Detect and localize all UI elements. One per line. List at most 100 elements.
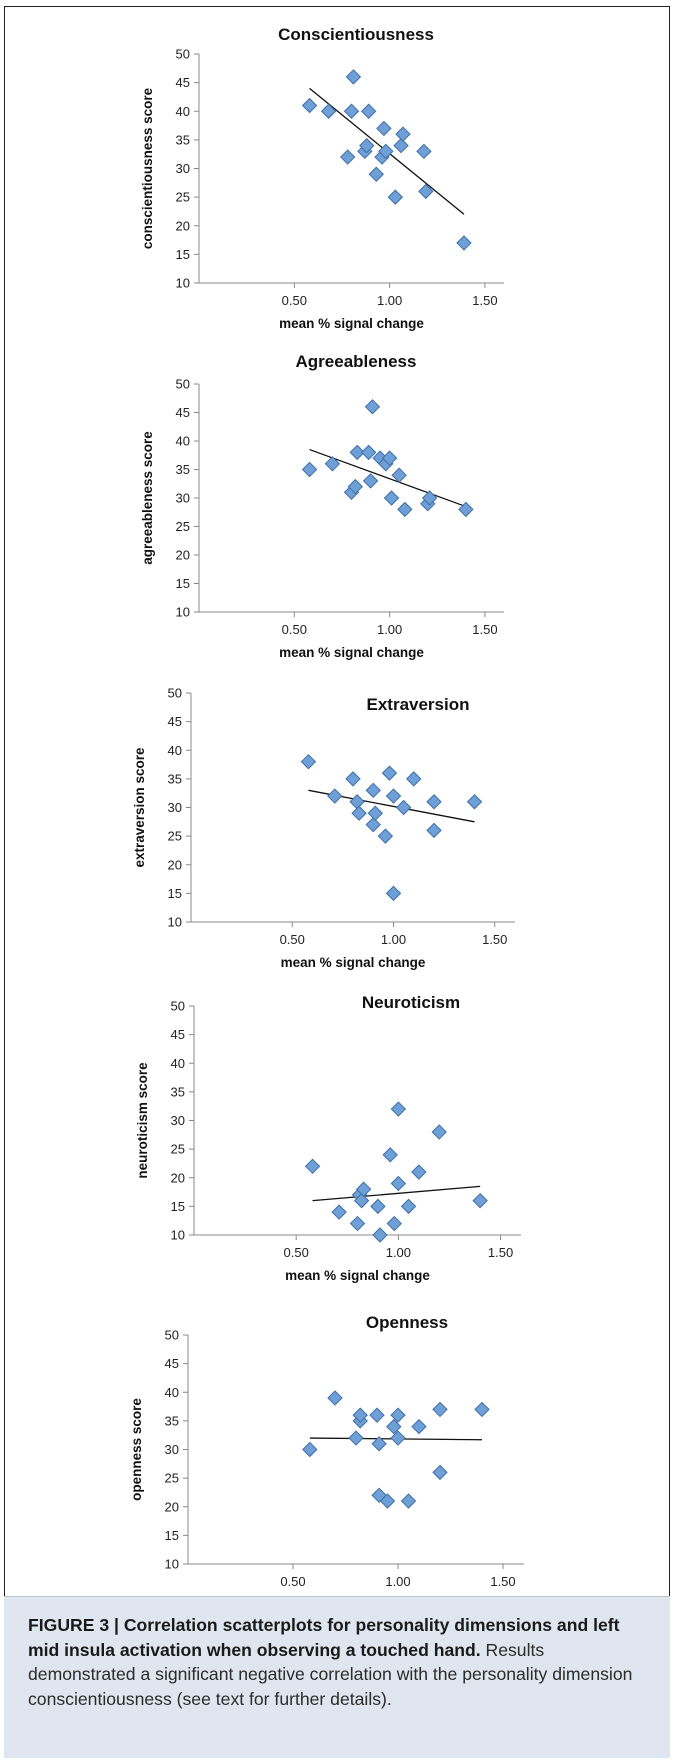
- data-point: [302, 1441, 318, 1458]
- y-tick-label: 50: [168, 686, 182, 701]
- y-tick-label: 50: [171, 999, 185, 1014]
- data-point: [352, 1407, 368, 1423]
- data-point: [381, 765, 398, 781]
- data-point: [381, 450, 398, 466]
- y-tick-label: 25: [176, 519, 190, 534]
- x-tick-label: 1.00: [385, 1574, 410, 1589]
- trendline: [312, 1185, 481, 1202]
- x-tick-label: 0.50: [282, 293, 307, 308]
- y-tick-label: 20: [171, 1170, 185, 1185]
- data-point: [359, 137, 375, 154]
- data-point: [345, 69, 362, 85]
- y-tick-label: 50: [176, 377, 190, 392]
- data-point: [382, 1147, 398, 1163]
- data-point: [416, 143, 432, 160]
- data-point: [320, 103, 337, 119]
- data-point: [349, 794, 365, 810]
- data-point: [456, 235, 472, 251]
- data-point: [360, 103, 377, 119]
- y-axis-label: conscientiousness score: [140, 87, 155, 249]
- y-tick-label: 30: [168, 800, 182, 815]
- data-point: [472, 1192, 488, 1209]
- data-point: [387, 189, 404, 205]
- data-point: [327, 1390, 343, 1406]
- y-tick-label: 35: [168, 771, 182, 786]
- data-point: [349, 1215, 366, 1232]
- data-point: [466, 794, 483, 810]
- y-tick-label: 35: [176, 462, 190, 477]
- data-point: [339, 149, 356, 165]
- figure-caption-box: FIGURE 3 | Correlation scatterplots for …: [4, 1596, 670, 1758]
- data-point: [349, 444, 365, 461]
- data-point: [421, 490, 438, 506]
- data-point: [367, 805, 383, 821]
- y-tick-label: 30: [165, 1442, 179, 1457]
- x-axis-label: mean % signal change: [285, 1268, 430, 1283]
- y-axis-label: openness score: [129, 1398, 144, 1501]
- y-tick-label: 15: [165, 1528, 179, 1543]
- data-point: [378, 143, 394, 160]
- y-tick-label: 35: [165, 1413, 179, 1428]
- x-tick-label: 1.00: [377, 293, 402, 308]
- y-tick-label: 25: [165, 1471, 179, 1486]
- data-point: [301, 461, 318, 478]
- data-point: [426, 794, 442, 810]
- y-tick-label: 40: [176, 104, 190, 119]
- data-point: [390, 1407, 406, 1423]
- y-tick-label: 45: [176, 405, 190, 420]
- data-point: [393, 137, 409, 154]
- conscientiousness-chart: 10 15 20 25 30 35 40 45 50 0.50 1.00 1.50 Conscienti…: [140, 25, 504, 331]
- y-tick-label: 50: [165, 1328, 179, 1343]
- data-point: [372, 1227, 388, 1243]
- y-tick-label: 15: [176, 576, 190, 591]
- y-tick-label: 20: [168, 857, 182, 872]
- x-axis-label: mean % signal change: [281, 955, 426, 970]
- chart-title: Openness: [366, 1313, 448, 1332]
- data-point: [432, 1401, 448, 1418]
- data-point: [400, 1198, 417, 1215]
- neuroticism-chart: 10 15 20 25 30 35 40 45 50 0.50 1.00 1.50 Neuroticis…: [135, 993, 521, 1283]
- data-point: [418, 183, 434, 200]
- x-tick-label: 1.50: [472, 622, 497, 637]
- x-tick-label: 0.50: [284, 1245, 309, 1260]
- data-point: [331, 1204, 347, 1220]
- data-point: [347, 478, 364, 495]
- data-point: [351, 805, 367, 821]
- chart-title: Neuroticism: [362, 993, 460, 1012]
- x-tick-label: 1.50: [490, 1574, 515, 1589]
- y-tick-label: 40: [171, 1056, 185, 1071]
- data-point: [353, 1192, 370, 1209]
- agreeableness-chart: 10 15 20 25 30 35 40 45 50 0.50 1.00 1.50 Agreeablen…: [140, 352, 504, 660]
- data-point: [343, 103, 360, 119]
- data-point: [369, 1407, 385, 1423]
- data-point: [474, 1401, 490, 1418]
- data-point: [362, 473, 379, 489]
- y-tick-label: 25: [168, 829, 182, 844]
- x-tick-label: 1.50: [472, 293, 497, 308]
- x-tick-label: 0.50: [280, 932, 305, 947]
- x-tick-label: 1.50: [488, 1245, 513, 1260]
- data-point: [386, 1418, 402, 1435]
- data-point: [371, 1436, 387, 1452]
- y-tick-label: 25: [171, 1142, 185, 1157]
- data-point: [390, 1430, 406, 1446]
- data-point: [390, 1175, 407, 1192]
- x-tick-label: 0.50: [282, 622, 307, 637]
- data-point: [458, 501, 474, 518]
- y-tick-label: 40: [176, 434, 190, 449]
- y-axis-label: agreeableness score: [140, 431, 155, 565]
- data-point: [345, 771, 361, 787]
- y-tick-label: 25: [176, 190, 190, 205]
- y-tick-label: 15: [171, 1199, 185, 1214]
- trendline: [309, 448, 467, 508]
- y-tick-label: 35: [176, 132, 190, 147]
- x-tick-label: 1.00: [377, 622, 402, 637]
- y-tick-label: 30: [176, 161, 190, 176]
- data-point: [383, 490, 400, 506]
- extraversion-chart: 10 15 20 25 30 35 40 45 50 0.50 1.00 1.50 Extraversi…: [132, 686, 515, 970]
- data-point: [301, 97, 318, 114]
- data-point: [397, 501, 413, 518]
- data-point: [364, 399, 381, 415]
- data-point: [411, 1164, 427, 1180]
- data-point: [304, 1158, 321, 1175]
